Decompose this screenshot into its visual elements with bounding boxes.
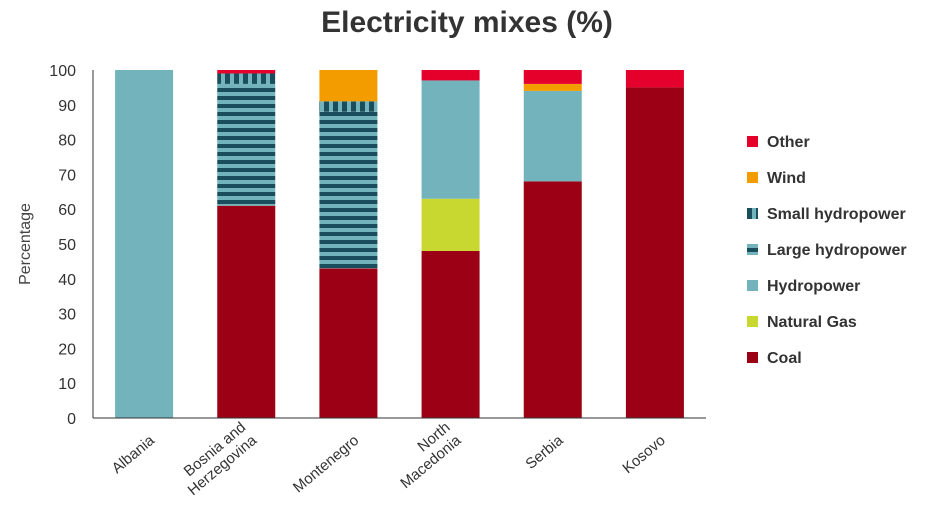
x-tick-label: Kosovo (619, 432, 668, 477)
bar-segment-wind (319, 70, 378, 102)
bar-segment-coal (217, 205, 276, 418)
y-tick-label: 30 (58, 307, 76, 324)
y-tick-label: 10 (58, 376, 76, 393)
bar-segment-small-hydropower (217, 73, 276, 84)
x-tick-label: Albania (109, 431, 159, 477)
bar-segment-natural-gas (421, 198, 480, 251)
y-tick-label: 0 (67, 411, 76, 428)
legend-swatch (747, 280, 758, 291)
bar-segment-other (625, 70, 684, 88)
y-axis-label: Percentage (17, 203, 34, 285)
y-tick-label: 20 (58, 341, 76, 358)
y-tick-label: 40 (58, 272, 76, 289)
bar-segment-coal (319, 268, 378, 418)
x-tick-label: Serbia (522, 431, 567, 472)
bar-segment-small-hydropower (319, 101, 378, 112)
legend-swatch (747, 136, 758, 147)
legend-label: Coal (767, 350, 802, 367)
legend-label: Other (767, 134, 810, 151)
legend-swatch (747, 208, 758, 219)
x-tick-label: Bosnia andHerzegovina (174, 418, 261, 499)
legend-swatch (747, 316, 758, 327)
y-tick-label: 70 (58, 167, 76, 184)
y-axis-ticks: 0 10 20 30 40 50 60 70 80 90 100 (49, 63, 76, 428)
bar-segment-hydropower (523, 90, 582, 182)
axes (92, 70, 706, 419)
x-tick-label: NorthMacedonia (386, 418, 465, 492)
legend-label: Wind (767, 170, 806, 187)
legend-label: Natural Gas (767, 314, 857, 331)
bar-segment-coal (523, 181, 582, 418)
bars (115, 70, 684, 419)
legend: Other Wind Small hydropower Large hydropowe… (747, 134, 907, 367)
legend-swatch (747, 352, 758, 363)
bar-segment-coal (421, 250, 480, 418)
y-tick-label: 50 (58, 237, 76, 254)
y-tick-label: 60 (58, 202, 76, 219)
legend-label: Small hydropower (767, 206, 906, 223)
y-tick-label: 90 (58, 98, 76, 115)
bar-segment-hydropower (421, 80, 480, 199)
chart-title: Electricity mixes (%) (321, 6, 613, 39)
bar-segment-large-hydropower (319, 111, 378, 269)
bar-segment-wind (523, 83, 582, 91)
legend-swatch (747, 172, 758, 183)
bar-segment-other (523, 70, 582, 84)
bar-segment-coal (625, 87, 684, 419)
legend-swatch (747, 244, 758, 255)
bar-segment-large-hydropower (217, 83, 276, 206)
legend-label: Hydropower (767, 278, 860, 295)
y-tick-label: 100 (49, 63, 76, 80)
y-tick-label: 80 (58, 133, 76, 150)
bar-segment-other (421, 70, 480, 81)
x-tick-label: Montenegro (290, 432, 362, 496)
legend-label: Large hydropower (767, 242, 907, 259)
x-axis-labels: Albania Bosnia andHerzegovina Montenegro No… (109, 418, 669, 499)
bar-segment-hydropower (115, 70, 174, 418)
bar-segment-other (217, 70, 276, 74)
